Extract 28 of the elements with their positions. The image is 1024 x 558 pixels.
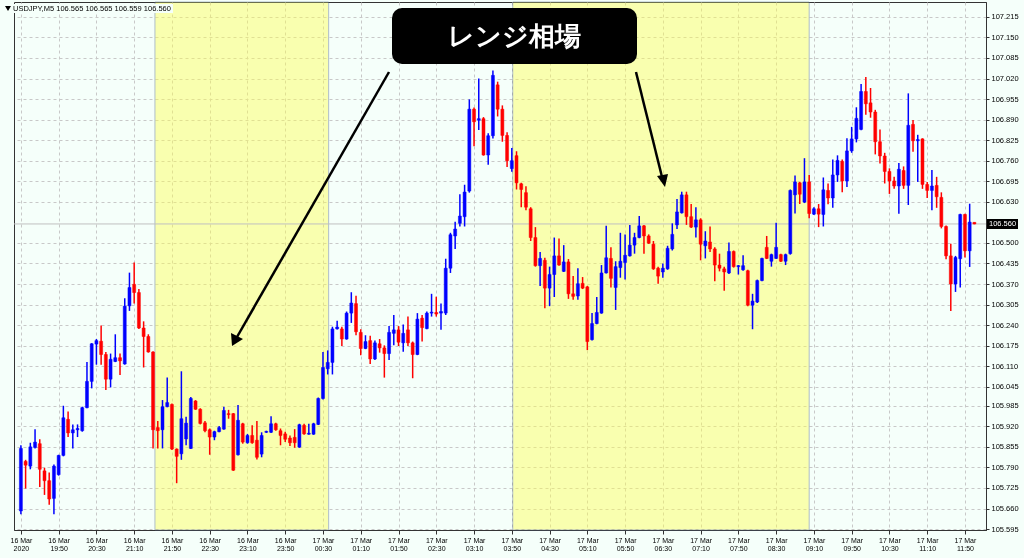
candlestick bbox=[698, 217, 703, 262]
candlestick bbox=[901, 165, 906, 190]
candlestick bbox=[259, 431, 264, 459]
candlestick bbox=[481, 116, 486, 157]
candlestick bbox=[28, 441, 33, 471]
candlestick bbox=[684, 190, 689, 226]
candlestick bbox=[108, 352, 113, 389]
candlestick bbox=[816, 203, 821, 228]
candlestick bbox=[415, 312, 420, 356]
candlestick bbox=[434, 295, 439, 318]
candlestick bbox=[127, 271, 132, 312]
candlestick bbox=[764, 235, 769, 260]
candlestick bbox=[797, 181, 802, 205]
candlestick bbox=[396, 325, 401, 347]
candlestick bbox=[703, 230, 708, 260]
candlestick bbox=[240, 422, 245, 445]
candlestick bbox=[292, 428, 297, 449]
candlestick bbox=[934, 176, 939, 209]
candlestick bbox=[179, 370, 184, 461]
candlestick bbox=[566, 258, 571, 300]
candlestick bbox=[330, 325, 335, 376]
candlestick bbox=[514, 150, 519, 191]
candlestick bbox=[297, 423, 302, 449]
candlestick bbox=[561, 244, 566, 273]
candlestick bbox=[802, 157, 807, 204]
candlestick bbox=[23, 459, 28, 490]
candlestick bbox=[916, 134, 920, 183]
callout-box: レンジ相場 bbox=[392, 8, 637, 64]
